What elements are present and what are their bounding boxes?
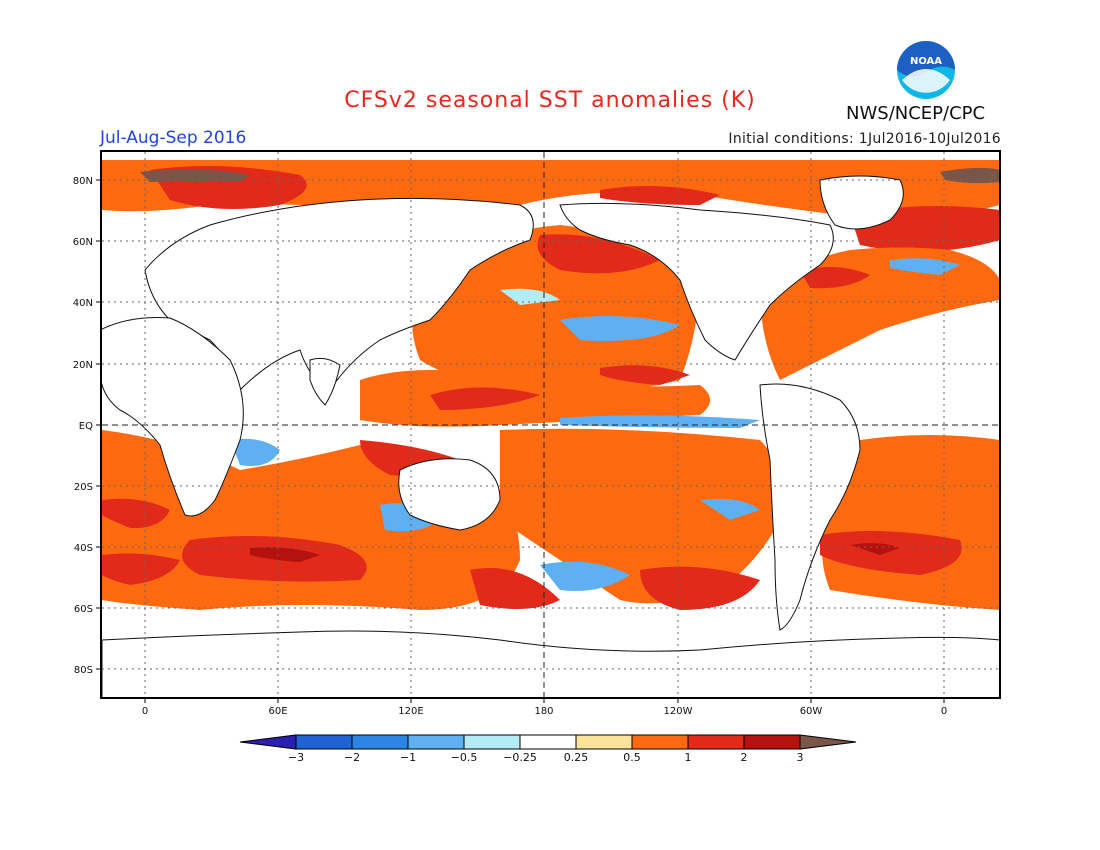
lat-label: 60S: [74, 604, 93, 615]
lat-label: 80N: [73, 176, 93, 187]
longitude-labels: 0 60E 120E 180 120W 60W 0: [142, 706, 947, 717]
lat-label: 40N: [73, 298, 93, 309]
graticule: [102, 152, 1000, 698]
lat-label: 20S: [74, 482, 93, 493]
noaa-logo: NOAA: [897, 41, 955, 99]
lon-label: 0: [142, 706, 148, 717]
lon-label: 180: [534, 706, 553, 717]
logo-text: NOAA: [910, 56, 942, 67]
initial-conditions: Initial conditions: 1Jul2016-10Jul2016: [728, 131, 1001, 147]
lon-label: 60E: [268, 706, 287, 717]
lat-label: 40S: [74, 543, 93, 554]
map-title: CFSv2 seasonal SST anomalies (K): [344, 88, 756, 113]
lat-label: 60N: [73, 237, 93, 248]
lat-label: EQ: [79, 421, 93, 432]
forecast-period: Jul-Aug-Sep 2016: [100, 128, 247, 148]
lat-ticks: [96, 179, 101, 670]
latitude-labels: 80N 60N 40N 20N EQ 20S 40S 60S 80S: [73, 176, 93, 676]
lon-label: 120W: [664, 706, 693, 717]
continents: [102, 175, 1000, 698]
lat-label: 20N: [73, 360, 93, 371]
agency-label: NWS/NCEP/CPC: [846, 103, 986, 124]
lon-ticks: [144, 698, 945, 703]
lon-label: 120E: [398, 706, 423, 717]
lon-label: 60W: [800, 706, 823, 717]
lat-label: 80S: [74, 665, 93, 676]
lon-label: 0: [941, 706, 947, 717]
reference-lines: [102, 152, 1000, 698]
